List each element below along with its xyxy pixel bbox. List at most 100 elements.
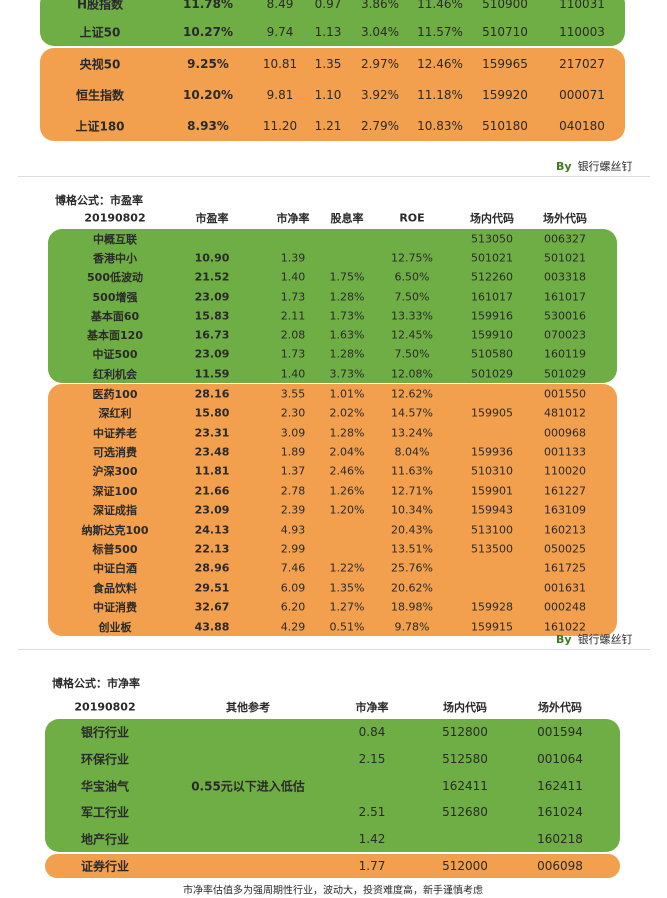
cell-value: 6.09	[280, 581, 306, 595]
cell-value: 110020	[544, 464, 586, 478]
cell-value: 2.51	[358, 805, 386, 820]
row-label: 红利机会	[93, 367, 137, 381]
cell-value: 25.76%	[391, 561, 433, 575]
row-label: 中证养老	[93, 426, 137, 440]
cell-value: 1.40	[280, 270, 306, 284]
cell-value: 23.09	[194, 347, 230, 361]
cell-value: 050025	[544, 542, 586, 556]
cell-value: 23.09	[194, 290, 230, 304]
cell-value: 11.78%	[183, 0, 233, 11]
cell-value: 23.09	[194, 503, 230, 517]
cell-value: 11.46%	[417, 0, 463, 11]
cell-value: 159916	[471, 309, 513, 323]
cell-value: 510180	[482, 118, 528, 133]
cell-value: 22.13	[194, 542, 230, 556]
table-title: 博格公式：市净率	[52, 677, 140, 690]
cell-value: 161024	[537, 805, 583, 820]
cell-value: 1.26%	[329, 484, 365, 498]
cell-value: 000968	[544, 426, 586, 439]
signature-by: By	[556, 160, 572, 173]
cell-value: 2.79%	[360, 118, 400, 133]
row-label: 食品饮料	[93, 581, 137, 595]
separator	[18, 176, 650, 177]
cell-value: 159965	[482, 56, 528, 71]
cell-value: 110003	[559, 25, 605, 39]
column-header: 场外代码	[543, 212, 587, 225]
cell-value: 14.57%	[391, 406, 433, 420]
cell-value: 21.52	[194, 270, 230, 284]
cell-value: 0.51%	[329, 620, 365, 633]
cell-value: 159928	[471, 600, 513, 614]
cell-value: 159910	[471, 328, 513, 342]
cell-value: 1.73%	[329, 309, 365, 323]
cell-value: 28.16	[194, 387, 230, 401]
cell-value: 23.31	[194, 426, 230, 439]
cell-value: 159901	[471, 484, 513, 498]
cell-value: 1.13	[314, 25, 342, 39]
cell-value: 161227	[544, 484, 586, 498]
row-label: 中证500	[92, 348, 138, 362]
column-header: 市净率	[355, 701, 389, 714]
cell-value: 000071	[559, 87, 605, 102]
cell-value: 006327	[544, 232, 586, 246]
cell-value: 3.04%	[360, 25, 400, 39]
cell-value: 160213	[544, 523, 586, 536]
cell-value: 501029	[471, 367, 513, 381]
cell-value: 10.83%	[417, 118, 463, 133]
row-label: 华宝油气	[80, 779, 130, 793]
cell-value: 001550	[544, 387, 586, 401]
cell-value: 0.84	[358, 725, 386, 740]
cell-value: 7.46	[280, 561, 306, 575]
cell-value: 001594	[537, 725, 583, 740]
cell-value: 159943	[471, 503, 513, 517]
cell-value: 159936	[471, 445, 513, 459]
cell-value: 1.42	[358, 831, 386, 846]
cell-value: 21.66	[194, 484, 230, 498]
row-label: 中证消费	[93, 601, 137, 615]
cell-value: 1.73	[280, 347, 306, 361]
cell-value: 28.96	[194, 561, 230, 575]
row-group	[48, 384, 617, 637]
cell-value: 7.50%	[394, 347, 430, 361]
cell-value: 1.40	[280, 367, 306, 381]
column-header: 场内代码	[470, 212, 514, 225]
cell-value: 1.89	[280, 445, 306, 459]
cell-value: 1.21	[314, 118, 342, 133]
row-label: 沪深300	[92, 465, 138, 479]
cell-value: 9.25%	[187, 56, 229, 71]
row-label: 基本面60	[90, 309, 140, 323]
cell-value: 159915	[471, 620, 513, 633]
cell-value: 513100	[471, 523, 513, 536]
column-header: ROE	[399, 211, 425, 225]
cell-value: 070023	[544, 328, 586, 342]
cell-value: 9.81	[266, 87, 294, 102]
cell-value: 501021	[544, 251, 586, 265]
cell-value: 161022	[544, 620, 586, 633]
column-header: 20190802	[74, 700, 136, 714]
row-group	[45, 854, 620, 878]
row-group	[40, 48, 625, 141]
row-label: 纳斯达克100	[81, 523, 149, 537]
cell-value: 0.55元以下进入低估	[191, 779, 305, 793]
cell-value: 1.20%	[329, 503, 365, 517]
cell-value: 161017	[544, 290, 586, 304]
row-label: 上证180	[75, 119, 125, 133]
cell-value: 2.08	[280, 328, 306, 342]
cell-value: 1.37	[280, 464, 306, 478]
cell-value: 10.20%	[183, 87, 233, 102]
cell-value: 530016	[544, 309, 586, 323]
cell-value: 10.34%	[391, 503, 433, 517]
cell-value: 20.43%	[391, 523, 433, 536]
row-label: 地产行业	[80, 832, 130, 847]
signature-by: By	[556, 633, 572, 646]
cell-value: 003318	[544, 270, 586, 284]
cell-value: 3.73%	[329, 367, 365, 381]
cell-value: 15.80	[194, 406, 230, 420]
signature: By 银行螺丝钉	[556, 158, 633, 174]
cell-value: 1.77	[358, 859, 386, 873]
cell-value: 23.48	[194, 445, 230, 459]
cell-value: 513050	[471, 232, 513, 246]
row-label: 500低波动	[87, 271, 143, 285]
column-header: 场外代码	[538, 701, 582, 714]
